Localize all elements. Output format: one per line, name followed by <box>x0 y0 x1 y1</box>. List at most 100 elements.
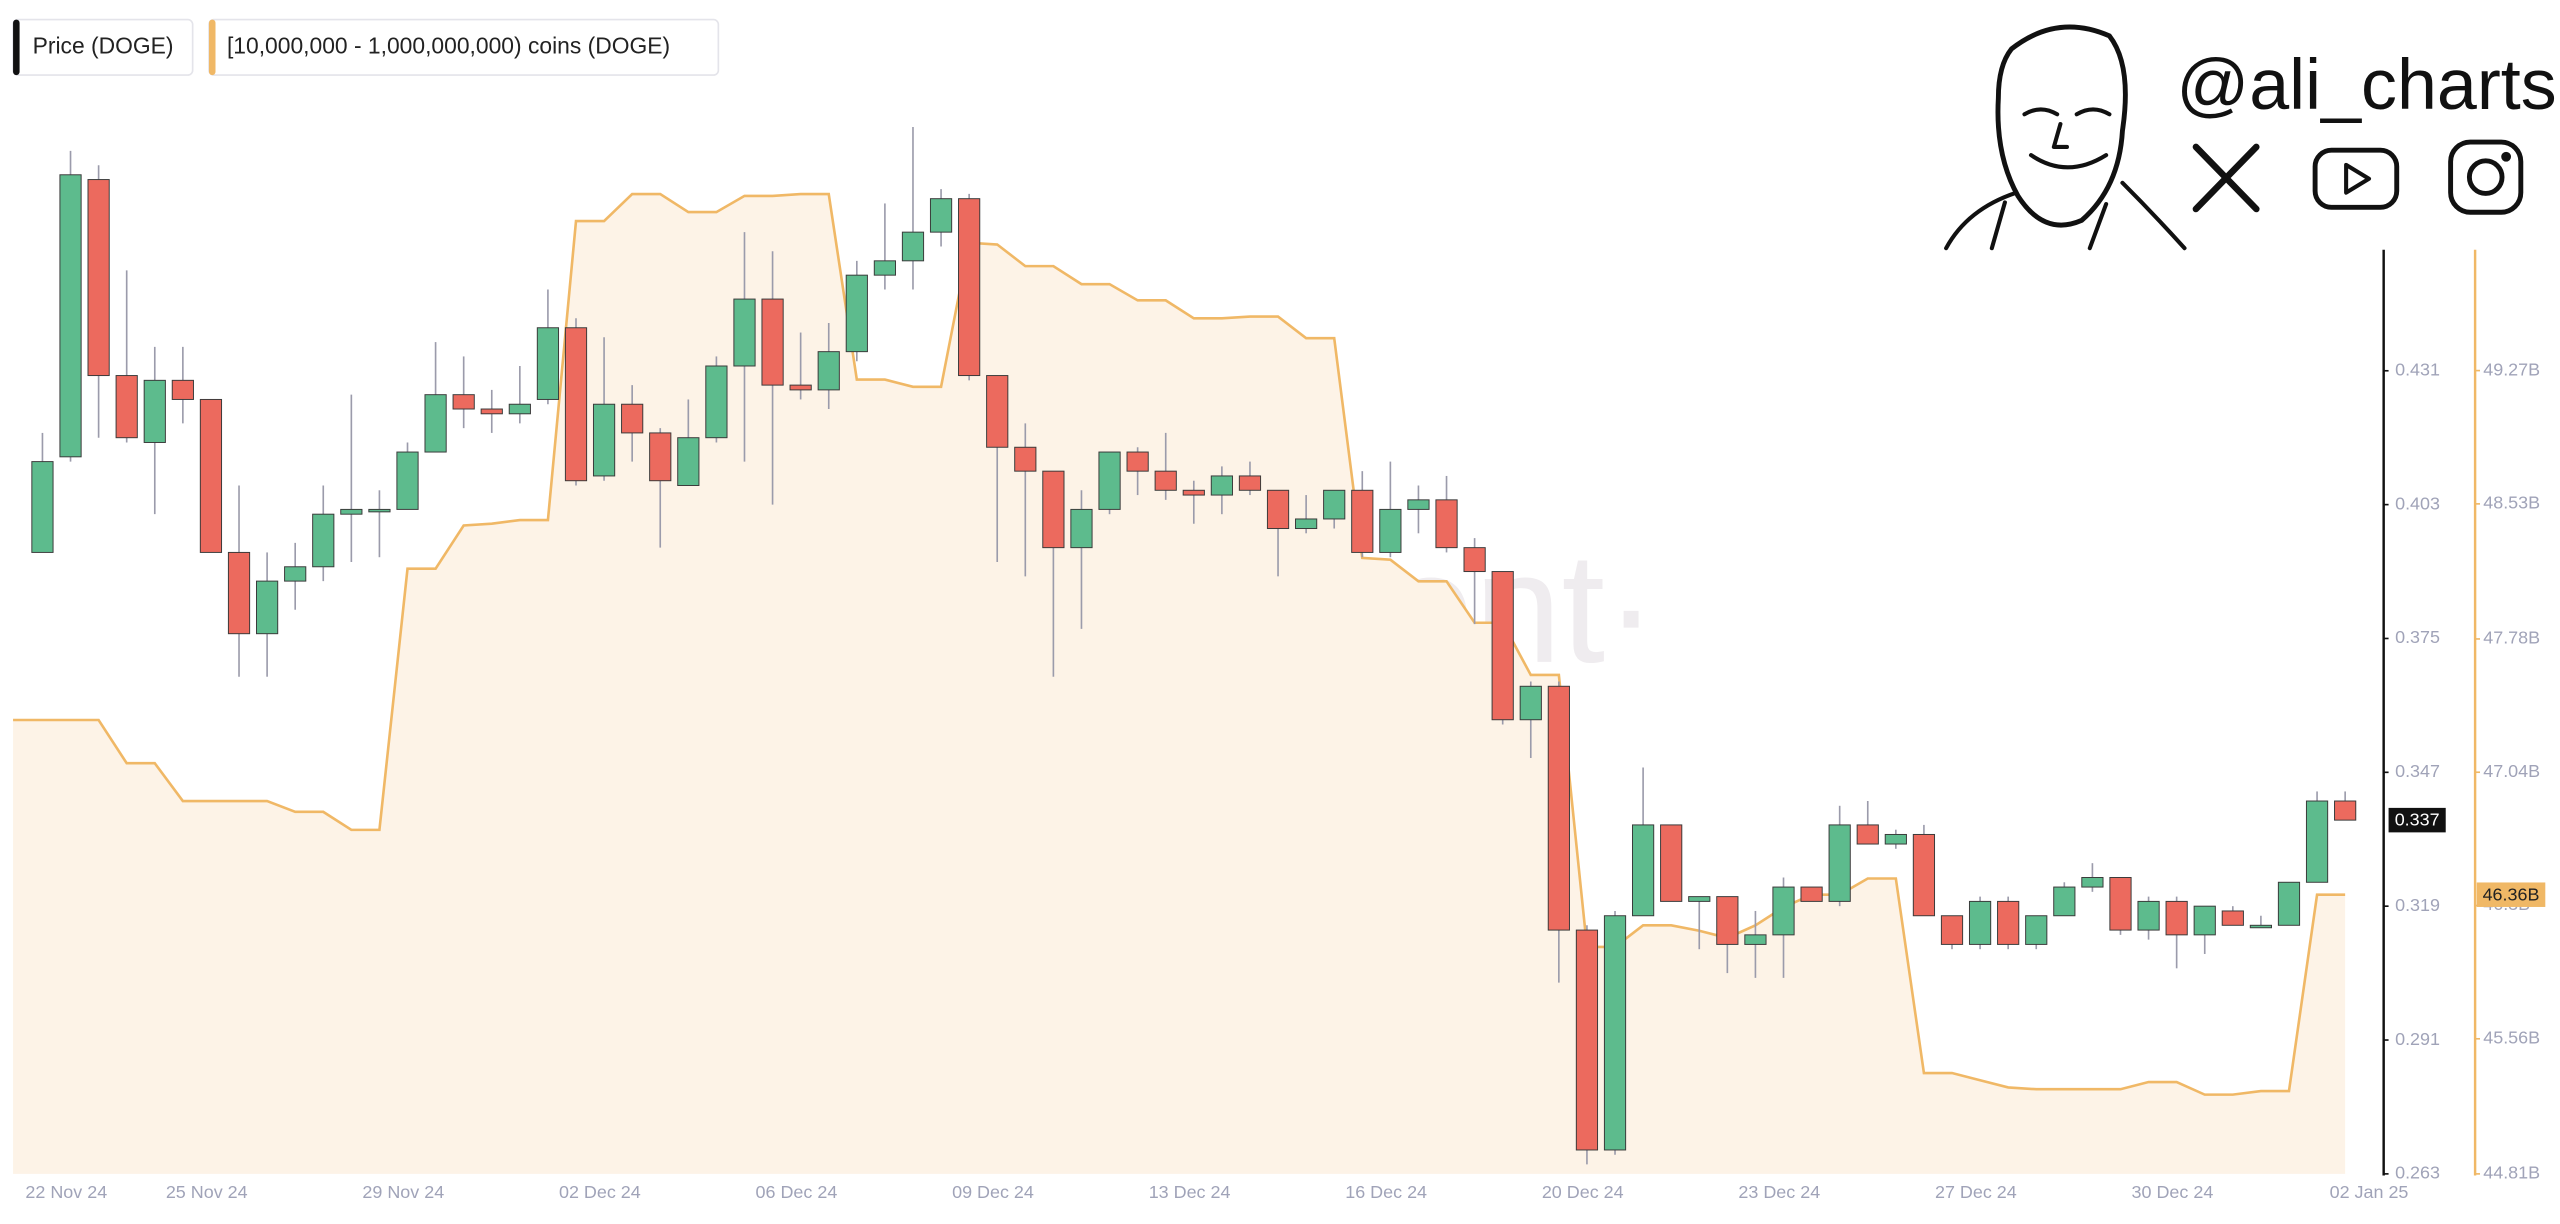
candle-body <box>929 198 953 233</box>
x-icon <box>2192 143 2260 213</box>
candle-body <box>1182 489 1205 496</box>
candle-body <box>733 298 756 367</box>
holdings-marker-label: 46.36B <box>2483 884 2540 904</box>
legend-label: Price (DOGE) <box>33 32 174 58</box>
candle-body <box>284 566 307 582</box>
y-tick-label: 0.431 <box>2395 360 2440 380</box>
x-tick-label: 09 Dec 24 <box>952 1182 1034 1202</box>
candle-body <box>2109 877 2132 931</box>
candle-body <box>1856 824 1879 845</box>
candle-body <box>1323 489 1346 520</box>
x-tick-label: 02 Dec 24 <box>559 1182 641 1202</box>
y-tick-label: 0.403 <box>2395 493 2440 513</box>
line <box>13 192 2346 1096</box>
candle-body <box>171 379 194 400</box>
candle-body <box>592 403 616 477</box>
candle-body <box>115 375 138 439</box>
candle-body <box>1912 833 1936 917</box>
candle-body <box>1884 833 1907 845</box>
candle-body <box>1014 446 1037 472</box>
candle-body <box>87 179 110 377</box>
candle-body <box>340 508 363 515</box>
candle-body <box>452 394 475 410</box>
candle-body <box>1744 934 1767 945</box>
y2-tick-label: 49.27B <box>2483 359 2540 379</box>
candle-body <box>1463 547 1486 573</box>
candle-body <box>621 403 644 434</box>
candle-body <box>227 551 251 635</box>
candle-body <box>368 508 391 513</box>
face-detail <box>2022 107 2112 170</box>
youtube-play <box>2344 162 2372 195</box>
handle: @ali_charts <box>2176 45 2556 125</box>
x-tick-label: 20 Dec 24 <box>1542 1182 1624 1202</box>
y-tick-label: 0.263 <box>2395 1163 2440 1183</box>
candle-body <box>1940 915 1964 945</box>
candle-body <box>1098 451 1121 510</box>
y-tick-label: 0.319 <box>2395 895 2440 915</box>
x-tick-label: 16 Dec 24 <box>1345 1182 1427 1202</box>
branding <box>1944 24 2524 251</box>
candle-body <box>1351 489 1374 553</box>
x-tick-label: 22 Nov 24 <box>25 1182 107 1202</box>
candle-body <box>536 327 560 400</box>
candle-body <box>1660 824 1683 902</box>
candle-body <box>1435 499 1458 549</box>
candle-body <box>1407 499 1430 510</box>
candle-body <box>2193 905 2216 936</box>
candle-body <box>256 580 279 635</box>
candle-body <box>1547 685 1570 931</box>
candle-body <box>1968 900 1992 945</box>
candle-body <box>845 274 868 353</box>
area <box>13 194 2346 1174</box>
candle-body <box>1575 929 1599 1151</box>
candle-body <box>1070 508 1093 549</box>
candle-body <box>705 365 728 439</box>
candle-body <box>31 461 54 553</box>
x-tick-label: 02 Jan 25 <box>2330 1182 2409 1202</box>
candle-body <box>564 327 588 482</box>
youtube-icon <box>2312 147 2400 210</box>
y2-tick-label: 48.53B <box>2483 493 2540 513</box>
candle-body <box>901 231 925 262</box>
candle-body <box>1716 896 1739 945</box>
shoulders <box>1944 180 2187 251</box>
y2-tick-label: 44.81B <box>2483 1163 2540 1183</box>
candle-body <box>2053 886 2076 917</box>
candle-body <box>1042 470 1065 549</box>
candle-body <box>312 513 335 568</box>
candle-body <box>873 260 897 276</box>
candle-body <box>59 174 82 458</box>
candle-body <box>1266 489 1290 530</box>
legend-label: [10,000,000 - 1,000,000,000) coins (DOGE… <box>227 32 670 58</box>
legend-swatch <box>208 19 216 76</box>
candle-body <box>1828 824 1851 902</box>
candle-body <box>2165 900 2188 936</box>
x-tick-label: 29 Nov 24 <box>362 1182 444 1202</box>
candle-body <box>1800 886 1823 902</box>
y-tick-label: 0.291 <box>2395 1029 2440 1049</box>
y-tick-label: 0.375 <box>2395 627 2440 647</box>
candle-body <box>1154 470 1177 491</box>
y2-tick-label: 47.78B <box>2483 628 2540 648</box>
candle-body <box>1491 571 1514 721</box>
candle-body <box>2221 910 2244 926</box>
candle-body <box>1126 451 1149 472</box>
candle-body <box>1997 900 2020 945</box>
candle-body <box>986 375 1009 448</box>
x-tick-label: 30 Dec 24 <box>2132 1182 2214 1202</box>
x-tick-label: 06 Dec 24 <box>756 1182 838 1202</box>
candle-body <box>1603 915 1627 1151</box>
candle-body <box>649 432 672 482</box>
candle-body <box>2305 800 2329 883</box>
candle-body <box>1379 508 1402 553</box>
x-tick-label: 23 Dec 24 <box>1738 1182 1820 1202</box>
candle-body <box>396 451 419 510</box>
candle-body <box>1632 824 1655 917</box>
legend: Price (DOGE) [10,000,000 - 1,000,000,000… <box>12 18 720 76</box>
candle-body <box>424 394 447 453</box>
instagram-lens <box>2466 158 2505 196</box>
candle-body <box>761 298 784 386</box>
x-tick-label: 27 Dec 24 <box>1935 1182 2017 1202</box>
price-marker-label: 0.337 <box>2395 810 2440 830</box>
